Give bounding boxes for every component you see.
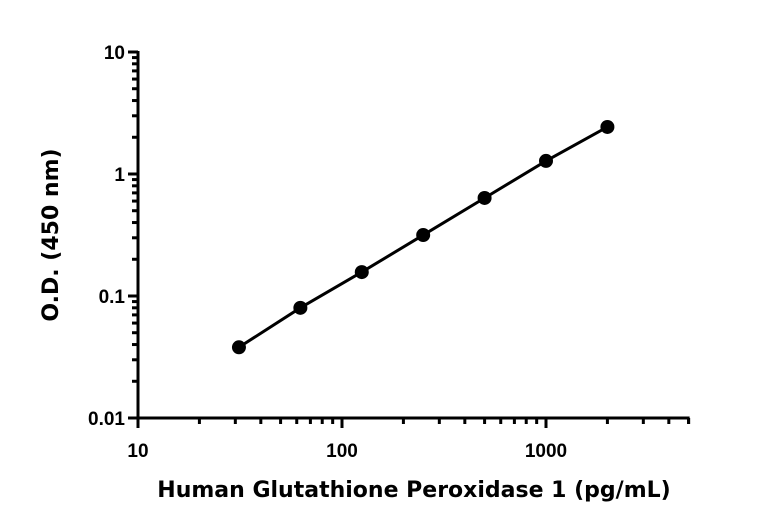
data-point: [293, 300, 308, 315]
x-tick-label: 100: [326, 441, 358, 462]
y-tick-labels: 0.01 0.1 1 10: [88, 43, 125, 430]
data-point: [600, 119, 615, 134]
data-point: [416, 228, 431, 243]
data-point: [231, 340, 246, 355]
x-tick-label: 1000: [525, 441, 567, 462]
x-axis-title: Human Glutathione Peroxidase 1 (pg/mL): [157, 478, 670, 503]
data-series: [231, 119, 615, 355]
y-axis-title: O.D. (450 nm): [39, 148, 64, 321]
y-tick-label: 0.1: [99, 287, 126, 308]
data-point: [477, 190, 492, 205]
x-tick-label: 10: [127, 441, 148, 462]
y-tick-label: 10: [104, 43, 125, 64]
x-axis: [136, 416, 691, 428]
y-tick-label: 0.01: [88, 409, 125, 430]
data-point: [539, 153, 553, 168]
x-tick-labels: 10 100 1000: [127, 441, 567, 462]
y-axis: [128, 50, 140, 420]
y-tick-label: 1: [114, 165, 125, 186]
data-point: [354, 265, 369, 280]
